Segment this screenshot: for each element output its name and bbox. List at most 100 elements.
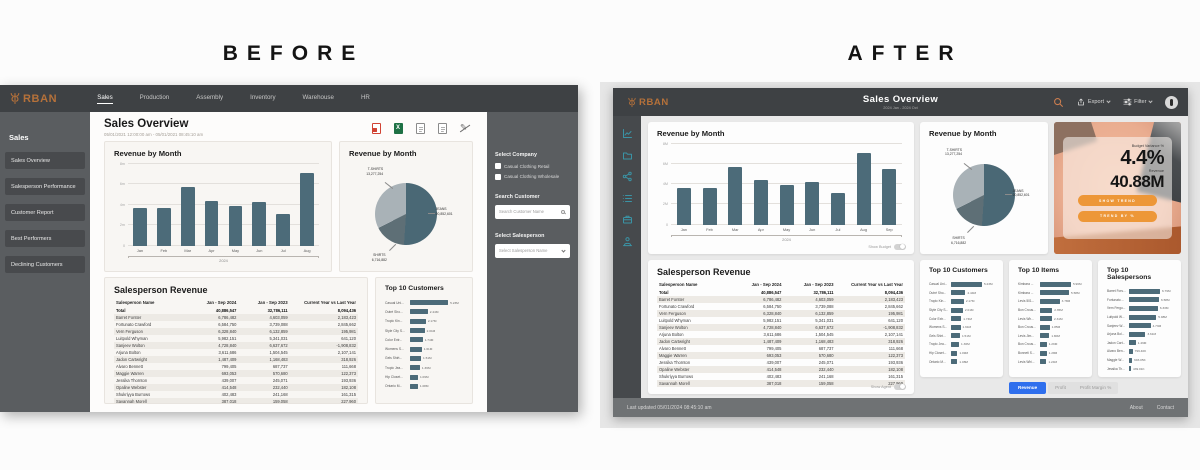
bar[interactable]	[410, 328, 425, 334]
toggle-switch[interactable]	[894, 243, 906, 250]
bar[interactable]	[951, 350, 958, 356]
total-row[interactable]: Total 40,886,547 32,786,111 8,094,436	[657, 288, 905, 296]
brand-logo[interactable]: RBAN	[9, 92, 57, 105]
tab-profit-margin[interactable]: Profit Margin %	[1079, 385, 1112, 390]
bar[interactable]	[951, 341, 960, 347]
export-document-icon[interactable]	[416, 123, 425, 134]
table-row[interactable]: Vern Ferguson 6,328,840 6,132,859 195,981	[114, 327, 358, 335]
nav-item-hr[interactable]: HR	[360, 93, 370, 101]
user-icon[interactable]	[622, 236, 633, 247]
bar[interactable]	[882, 168, 897, 225]
bar[interactable]	[228, 205, 243, 246]
bar[interactable]	[410, 300, 449, 306]
bar[interactable]	[1040, 281, 1071, 287]
bar[interactable]	[1040, 324, 1050, 330]
bar[interactable]	[1040, 316, 1052, 322]
table-row[interactable]: Arjuna Bolton 3,611,686 1,504,545 2,107,141	[114, 349, 358, 356]
bar[interactable]	[1129, 340, 1136, 346]
bar[interactable]	[410, 318, 426, 324]
table-row[interactable]: Opaline Webster 414,548 232,440 182,108	[657, 365, 905, 373]
line-chart-icon[interactable]	[622, 128, 633, 139]
bar[interactable]	[728, 167, 743, 225]
bar[interactable]	[1129, 288, 1160, 294]
bar[interactable]	[951, 290, 966, 296]
bar[interactable]	[779, 185, 794, 225]
bar[interactable]	[276, 213, 291, 246]
share-icon[interactable]	[622, 171, 633, 182]
search-customer-input[interactable]	[495, 204, 570, 219]
bar[interactable]	[252, 202, 267, 246]
table-row[interactable]: Alvaro Bennett 799,405 687,737 111,668	[657, 345, 905, 352]
table-row[interactable]: Sanjeev Wolton 4,728,840 6,637,672 -1,908,8…	[657, 323, 905, 331]
table-row[interactable]: Jadon Cartwright 1,487,409 1,168,483 318,92…	[657, 337, 905, 345]
table-row[interactable]: Luitpold Whyman 5,982,151 5,341,031 641,120	[657, 317, 905, 324]
total-row[interactable]: Total 40,886,547 32,786,111 8,094,436	[114, 306, 358, 314]
table-row[interactable]: Luitpold Whyman 5,982,151 5,341,031 641,120	[114, 335, 358, 342]
bar[interactable]	[410, 374, 418, 380]
list-icon[interactable]	[622, 193, 633, 204]
nav-item-inventory[interactable]: Inventory	[250, 93, 276, 101]
table-row[interactable]: Sanjeev Wolton 4,728,840 6,637,672 -1,908,8…	[114, 341, 358, 349]
filter-menu[interactable]: Filter	[1123, 98, 1153, 106]
bar[interactable]	[951, 316, 962, 322]
bar[interactable]	[180, 187, 195, 246]
sidebar-item[interactable]: Declining Customers	[5, 256, 85, 273]
nav-item-warehouse[interactable]: Warehouse	[302, 93, 334, 101]
export-pdf-icon[interactable]	[371, 123, 381, 134]
bar[interactable]	[1129, 348, 1133, 354]
bar[interactable]	[702, 187, 717, 225]
table-row[interactable]: Opaline Webster 414,548 232,440 182,108	[114, 383, 358, 391]
nav-item-production[interactable]: Production	[139, 93, 170, 101]
bar[interactable]	[1040, 333, 1050, 339]
checkbox[interactable]	[495, 173, 501, 180]
bar[interactable]	[1040, 298, 1060, 304]
show-budget-toggle[interactable]: Show Budget	[868, 243, 906, 250]
table-row[interactable]: Fortunato Crawford 6,584,750 3,739,088 2,84…	[657, 303, 905, 310]
bar[interactable]	[1040, 350, 1047, 356]
table-row[interactable]: Barret Forster 6,786,482 4,603,059 2,183,42…	[657, 295, 905, 303]
table-row[interactable]: Jessika Thornton 439,007 245,071 193,936	[114, 377, 358, 384]
bar[interactable]	[156, 208, 171, 246]
export-csv-icon[interactable]	[438, 123, 447, 134]
bar[interactable]	[1129, 305, 1158, 311]
show-trend-button[interactable]: SHOW TREND	[1078, 195, 1157, 207]
tab-revenue[interactable]: Revenue	[1009, 381, 1047, 394]
export-excel-icon[interactable]	[394, 123, 403, 134]
toggle-switch[interactable]	[894, 383, 906, 390]
bar[interactable]	[1040, 359, 1047, 365]
bar[interactable]	[410, 309, 428, 315]
trend-by-percent-button[interactable]: TREND BY %	[1078, 210, 1157, 222]
company-option[interactable]: Casual Clothing Retail	[495, 163, 570, 169]
bar[interactable]	[1040, 307, 1053, 313]
bar[interactable]	[1129, 331, 1146, 337]
bar[interactable]	[204, 200, 219, 246]
bar[interactable]	[951, 298, 964, 304]
bar[interactable]	[133, 208, 147, 246]
bar[interactable]	[951, 359, 958, 365]
bar[interactable]	[856, 153, 871, 225]
search-icon[interactable]	[1053, 97, 1064, 108]
table-row[interactable]: Jessika Thornton 439,007 245,071 193,936	[657, 359, 905, 366]
sidebar-item[interactable]: Sales Overview	[5, 152, 85, 169]
export-menu[interactable]: Export	[1077, 98, 1111, 106]
about-link[interactable]: About	[1129, 404, 1143, 411]
table-row[interactable]: Arjuna Bolton 3,611,686 1,504,545 2,107,141	[657, 331, 905, 338]
bar[interactable]	[1040, 290, 1069, 296]
bar[interactable]	[1129, 314, 1157, 320]
table-row[interactable]: Barret Forster 6,786,482 4,603,059 2,183,42…	[114, 313, 358, 321]
nav-item-sales[interactable]: Sales	[97, 94, 113, 104]
bar[interactable]	[410, 346, 422, 352]
bar[interactable]	[951, 333, 960, 339]
checkbox[interactable]	[495, 163, 501, 169]
bar[interactable]	[300, 173, 314, 246]
bar[interactable]	[676, 187, 691, 225]
sidebar-item[interactable]: Customer Report	[5, 204, 85, 221]
bar[interactable]	[805, 181, 820, 225]
table-row[interactable]: Fortunato Crawford 6,584,750 3,739,088 2,84…	[114, 321, 358, 328]
bar[interactable]	[410, 355, 422, 361]
bar[interactable]	[410, 337, 423, 343]
bar[interactable]	[951, 307, 963, 313]
bar[interactable]	[1129, 323, 1151, 329]
